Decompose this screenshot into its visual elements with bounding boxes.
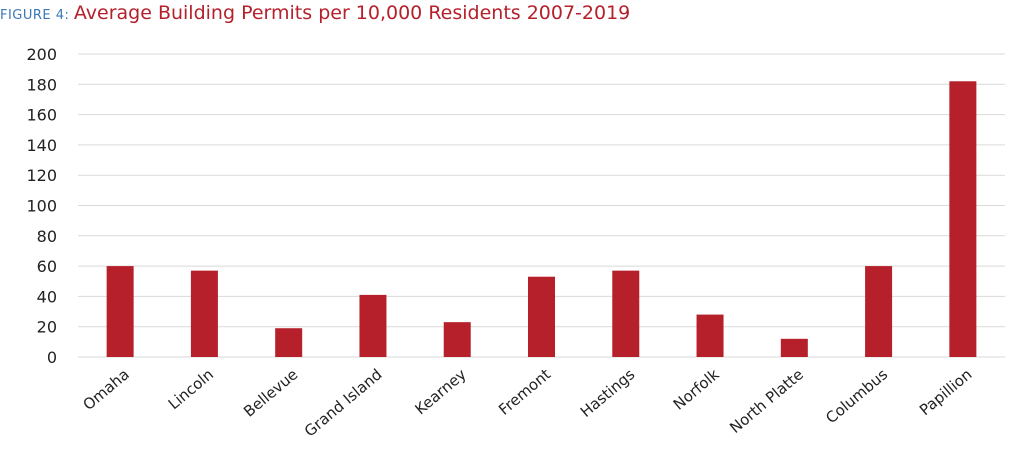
- bars: [106, 81, 977, 358]
- bar-columbus: [865, 266, 893, 357]
- x-axis-labels: Omaha Lincoln Bellevue Grand Island Kearney F…: [80, 365, 976, 440]
- y-tick-label: 160: [26, 106, 57, 125]
- bar-papillion: [949, 81, 977, 358]
- y-tick-label: 120: [26, 166, 57, 185]
- x-category-label: Hastings: [577, 365, 639, 421]
- y-tick-label: 60: [37, 257, 57, 276]
- y-tick-label: 100: [26, 197, 57, 216]
- gridlines: [78, 53, 1005, 358]
- x-category-label: Omaha: [80, 365, 133, 414]
- y-tick-label: 140: [26, 136, 57, 155]
- figure-title: Average Building Permits per 10,000 Resi…: [73, 2, 631, 24]
- bar-kearney: [443, 322, 471, 357]
- x-category-label: Bellevue: [240, 365, 301, 420]
- x-category-label: Norfolk: [670, 365, 723, 414]
- y-tick-label: 0: [47, 348, 57, 367]
- bar-lincoln: [190, 270, 218, 357]
- x-category-label: Grand Island: [301, 365, 386, 440]
- y-axis-ticks: 0 20 40 60 80 100 120 140 160 180 200: [26, 45, 57, 367]
- x-category-label: North Platte: [726, 365, 807, 437]
- bar-hastings: [612, 270, 640, 357]
- x-category-label: Papillion: [916, 365, 975, 419]
- x-category-label: Kearney: [411, 365, 469, 418]
- y-tick-label: 180: [26, 75, 57, 94]
- y-tick-label: 200: [26, 45, 57, 64]
- x-category-label: Columbus: [822, 365, 891, 427]
- y-tick-label: 40: [37, 287, 57, 306]
- bar-bellevue: [275, 328, 303, 357]
- bar-norfolk: [696, 314, 724, 357]
- figure-label: FIGURE 4:: [0, 8, 70, 23]
- bar-omaha: [106, 266, 134, 357]
- x-category-label: Lincoln: [165, 365, 217, 413]
- bar-grand-island: [359, 294, 387, 357]
- y-tick-label: 80: [37, 227, 57, 246]
- bar-north-platte: [780, 338, 808, 357]
- bar-fremont: [528, 276, 555, 357]
- x-category-label: Fremont: [495, 365, 554, 419]
- y-tick-label: 20: [37, 318, 57, 337]
- figure-title-row: FIGURE 4: Average Building Permits per 1…: [0, 2, 630, 24]
